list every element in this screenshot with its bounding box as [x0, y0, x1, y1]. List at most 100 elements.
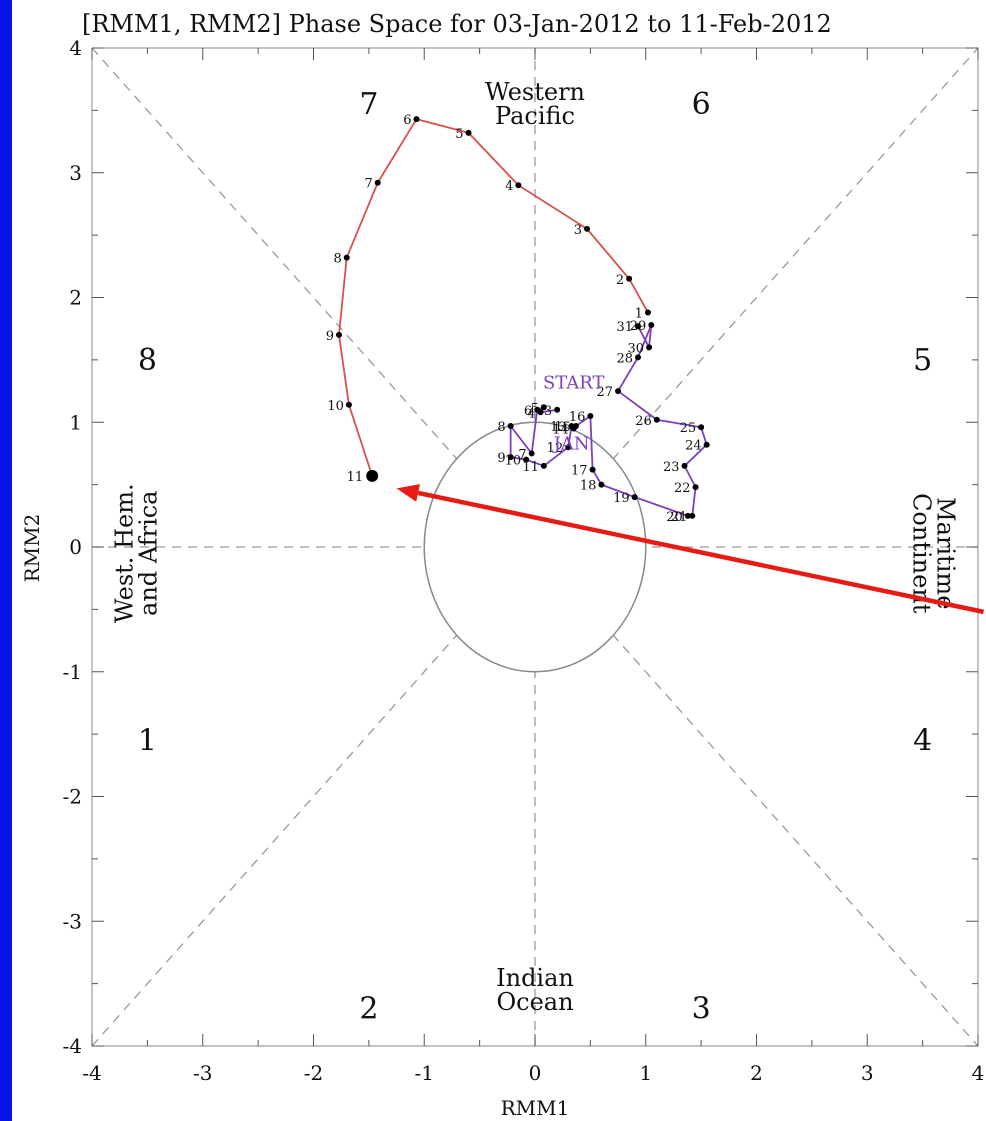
data-point — [335, 331, 342, 338]
data-point — [540, 404, 547, 411]
day-label: 14 — [552, 422, 569, 437]
region-label-line: Maritime — [932, 497, 960, 609]
day-label: 2 — [616, 273, 624, 288]
data-point — [692, 484, 699, 491]
x-tick-label: -3 — [193, 1061, 212, 1085]
diagonal-guide-ne — [91, 47, 979, 1047]
region-label-line: West. Hem. — [110, 483, 138, 623]
data-point — [615, 388, 622, 395]
x-tick-label: 3 — [861, 1061, 874, 1085]
data-point — [626, 275, 633, 282]
day-label: 11 — [347, 470, 364, 485]
y-tick-label: 2 — [69, 286, 82, 310]
x-tick-label: 4 — [972, 1061, 985, 1085]
day-label: 21 — [671, 510, 688, 525]
day-label: 12 — [547, 441, 564, 456]
data-point — [366, 469, 379, 482]
day-label: 24 — [685, 439, 702, 454]
data-point — [703, 441, 710, 448]
region-label-line: Ocean — [496, 988, 573, 1016]
data-point — [534, 406, 541, 413]
data-point — [584, 225, 591, 232]
pointer-arrow-head — [396, 484, 420, 502]
y-tick-label: 1 — [69, 410, 82, 434]
day-label: 25 — [680, 421, 697, 436]
x-tick-label: -2 — [304, 1061, 323, 1085]
day-label: 13 — [550, 420, 567, 435]
y-tick-label: 4 — [69, 36, 82, 60]
data-point — [523, 456, 530, 463]
day-label: 30 — [628, 341, 645, 356]
data-point — [587, 413, 594, 420]
day-label: 3 — [544, 404, 552, 419]
data-point — [589, 466, 596, 473]
region-label-line: and Africa — [134, 491, 162, 616]
mjo-phase-chart: [RMM1, RMM2] Phase Space for 03-Jan-2012… — [20, 10, 985, 1120]
data-point — [698, 424, 705, 431]
data-point — [507, 454, 514, 461]
day-label: 4 — [527, 406, 535, 421]
day-label: 11 — [522, 460, 539, 475]
data-point — [515, 182, 522, 189]
day-label: 31 — [616, 320, 633, 335]
day-label: 28 — [616, 351, 633, 366]
pointer-arrow-shaft — [417, 490, 985, 615]
day-label: 9 — [326, 329, 334, 344]
day-label: 8 — [333, 252, 341, 267]
x-tick-label: -1 — [415, 1061, 434, 1085]
region-label-line: Pacific — [495, 102, 575, 130]
y-tick-label: 3 — [69, 161, 82, 185]
day-label: 7 — [518, 447, 526, 462]
day-label: 6 — [524, 404, 532, 419]
y-axis-label: RMM2 — [20, 514, 44, 583]
data-point — [507, 422, 514, 429]
data-point — [343, 254, 350, 261]
data-point — [634, 323, 641, 330]
data-point — [572, 422, 579, 429]
chart-title: [RMM1, RMM2] Phase Space for 03-Jan-2012… — [82, 10, 832, 38]
day-label: 18 — [580, 479, 597, 494]
series-line-feb — [338, 118, 649, 477]
annotation-jan: JAN — [552, 434, 590, 455]
region-label-line: Indian — [496, 964, 574, 992]
data-point — [374, 179, 381, 186]
phase-number-3: 3 — [692, 992, 711, 1027]
data-point — [465, 129, 472, 136]
data-point — [653, 416, 660, 423]
data-point — [681, 462, 688, 469]
data-point — [554, 406, 561, 413]
data-point — [598, 481, 605, 488]
data-point — [631, 494, 638, 501]
day-label: 10 — [327, 399, 344, 414]
y-tick-label: -4 — [63, 1034, 82, 1058]
data-point — [648, 321, 655, 328]
day-label: 19 — [613, 491, 630, 506]
data-point — [689, 512, 696, 519]
region-label: MaritimeContinent — [908, 493, 960, 614]
phase-number-6: 6 — [692, 87, 711, 122]
annotation-start: START — [543, 373, 605, 394]
region-label-line: Continent — [908, 493, 936, 614]
region-label: Western Pacific — [485, 78, 585, 130]
data-point — [540, 462, 547, 469]
data-point — [345, 401, 352, 408]
data-point — [634, 354, 641, 361]
day-label: 23 — [663, 460, 680, 475]
x-tick-label: -4 — [82, 1061, 101, 1085]
chart-canvas: [RMM1, RMM2] Phase Space for 03-Jan-2012… — [12, 0, 986, 1121]
day-label: 8 — [497, 420, 505, 435]
diagonal-guide-nw — [91, 47, 979, 1047]
data-point — [528, 450, 535, 457]
x-tick-label: 0 — [529, 1061, 542, 1085]
day-label: 3 — [574, 223, 582, 238]
day-label: 9 — [497, 451, 505, 466]
region-label-line: Western — [485, 78, 585, 106]
x-tick-label: 1 — [639, 1061, 652, 1085]
phase-number-8: 8 — [138, 343, 157, 378]
y-tick-label: -3 — [63, 909, 82, 933]
day-label: 27 — [597, 385, 614, 400]
x-tick-label: 2 — [750, 1061, 763, 1085]
phase-number-4: 4 — [913, 723, 932, 758]
day-label: 5 — [455, 127, 463, 142]
region-label: Indian Ocean — [496, 964, 574, 1016]
